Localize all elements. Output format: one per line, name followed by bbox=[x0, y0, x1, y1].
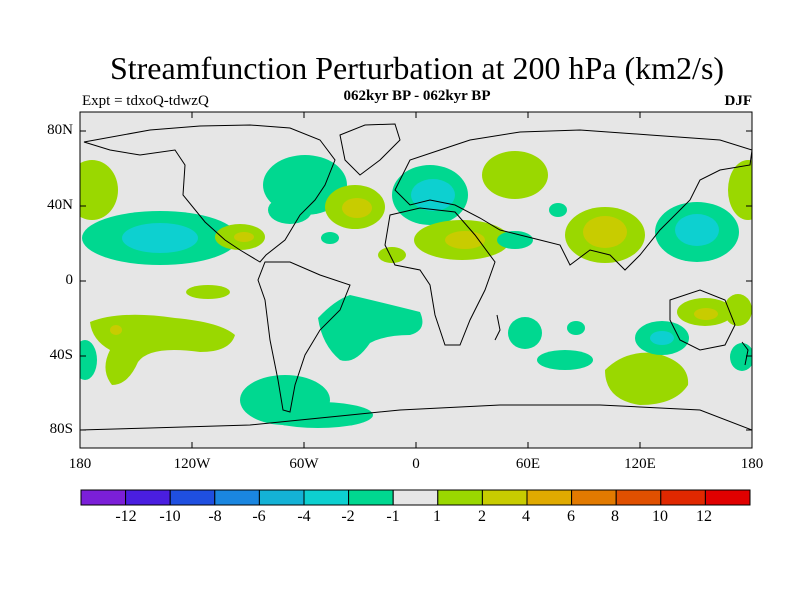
anomaly-region bbox=[80, 160, 118, 220]
colorbar-swatch bbox=[214, 489, 260, 506]
coastlines bbox=[80, 123, 752, 431]
anomaly-region bbox=[186, 285, 230, 299]
anomaly-region bbox=[675, 214, 719, 246]
colorbar-swatch bbox=[348, 489, 394, 506]
colorbar-label: -8 bbox=[208, 508, 222, 525]
colorbar bbox=[80, 489, 751, 506]
anomaly-region bbox=[122, 223, 198, 253]
coastline-australia bbox=[669, 289, 736, 351]
anomaly-region bbox=[90, 314, 235, 385]
colorbar-label: -6 bbox=[252, 508, 266, 525]
y-tick-label: 40S bbox=[49, 347, 73, 363]
colorbar-label: -2 bbox=[341, 508, 355, 525]
coastline-north-america bbox=[83, 124, 336, 263]
coastline-eurasia bbox=[394, 129, 752, 271]
anomaly-region bbox=[321, 232, 339, 244]
x-tick-label: 180 bbox=[68, 456, 92, 472]
colorbar-label: 10 bbox=[652, 508, 668, 525]
colorbar-label: 1 bbox=[433, 508, 441, 525]
anomaly-region bbox=[80, 340, 97, 380]
coastline-greenland bbox=[339, 123, 401, 176]
colorbar-swatch bbox=[169, 489, 216, 506]
anomaly-region bbox=[411, 179, 455, 211]
x-tick-label: 0 bbox=[412, 456, 420, 472]
coastline-madagascar bbox=[494, 314, 501, 341]
anomaly-region bbox=[583, 216, 627, 248]
anomaly-region bbox=[318, 295, 423, 361]
colorbar-label: -12 bbox=[115, 508, 137, 525]
experiment-label: Expt = tdxoQ-tdwzQ bbox=[82, 93, 209, 109]
y-tick-label: 80N bbox=[47, 122, 73, 138]
colorbar-swatch bbox=[258, 489, 305, 506]
colorbar-swatch bbox=[571, 489, 617, 506]
coastline-antarctica bbox=[80, 404, 752, 431]
colorbar-label: -4 bbox=[297, 508, 311, 525]
colorbar-swatch bbox=[80, 489, 127, 506]
colorbar-label: 6 bbox=[567, 508, 575, 525]
anomaly-region bbox=[730, 343, 752, 371]
x-tick-label: 60W bbox=[289, 456, 319, 472]
colorbar-swatch bbox=[125, 489, 171, 506]
contour-fields bbox=[80, 151, 752, 428]
plot-title: Streamfunction Perturbation at 200 hPa (… bbox=[109, 50, 725, 86]
anomaly-region bbox=[605, 352, 689, 405]
anomaly-region bbox=[728, 160, 752, 220]
anomaly-region bbox=[263, 402, 373, 428]
y-tick-label: 0 bbox=[65, 272, 74, 288]
colorbar-swatch bbox=[615, 489, 662, 506]
plot-subtitle: 062kyr BP - 062kyr BP bbox=[343, 88, 491, 104]
anomaly-region bbox=[549, 203, 567, 217]
colorbar-swatch bbox=[704, 489, 751, 506]
anomaly-region bbox=[508, 317, 542, 349]
anomaly-region bbox=[234, 232, 254, 242]
colorbar-label: 2 bbox=[478, 508, 486, 525]
colorbar-label: 4 bbox=[522, 508, 530, 525]
colorbar-swatch bbox=[660, 489, 706, 506]
anomaly-region bbox=[694, 308, 718, 320]
coastline-new-zealand bbox=[741, 341, 749, 366]
colorbar-label: 12 bbox=[696, 508, 712, 525]
colorbar-label: -1 bbox=[386, 508, 400, 525]
colorbar-swatch bbox=[481, 489, 528, 506]
anomaly-region bbox=[567, 321, 585, 335]
colorbar-label: 8 bbox=[611, 508, 619, 525]
colorbar-swatch bbox=[437, 489, 483, 506]
anomaly-region bbox=[537, 350, 593, 370]
anomaly-region bbox=[268, 196, 312, 224]
colorbar-label: -10 bbox=[159, 508, 181, 525]
anomaly-region bbox=[110, 325, 122, 335]
colorbar-swatch bbox=[392, 489, 439, 506]
anomaly-region bbox=[724, 294, 752, 326]
anomaly-region bbox=[482, 151, 548, 199]
anomaly-region bbox=[650, 331, 674, 345]
x-tick-label: 120E bbox=[624, 456, 656, 472]
coastline-africa bbox=[384, 207, 496, 346]
x-tick-label: 120W bbox=[173, 456, 211, 472]
anomaly-region bbox=[378, 247, 406, 263]
x-tick-label: 180 bbox=[740, 456, 764, 472]
colorbar-swatch bbox=[526, 489, 573, 506]
coastline-south-america bbox=[257, 261, 351, 413]
y-tick-label: 40N bbox=[47, 197, 73, 213]
axis-ticks bbox=[79, 112, 753, 448]
season-label: DJF bbox=[724, 93, 753, 109]
anomaly-region bbox=[342, 198, 372, 218]
x-tick-label: 60E bbox=[515, 456, 541, 472]
y-tick-label: 80S bbox=[49, 421, 73, 437]
colorbar-swatch bbox=[303, 489, 350, 506]
